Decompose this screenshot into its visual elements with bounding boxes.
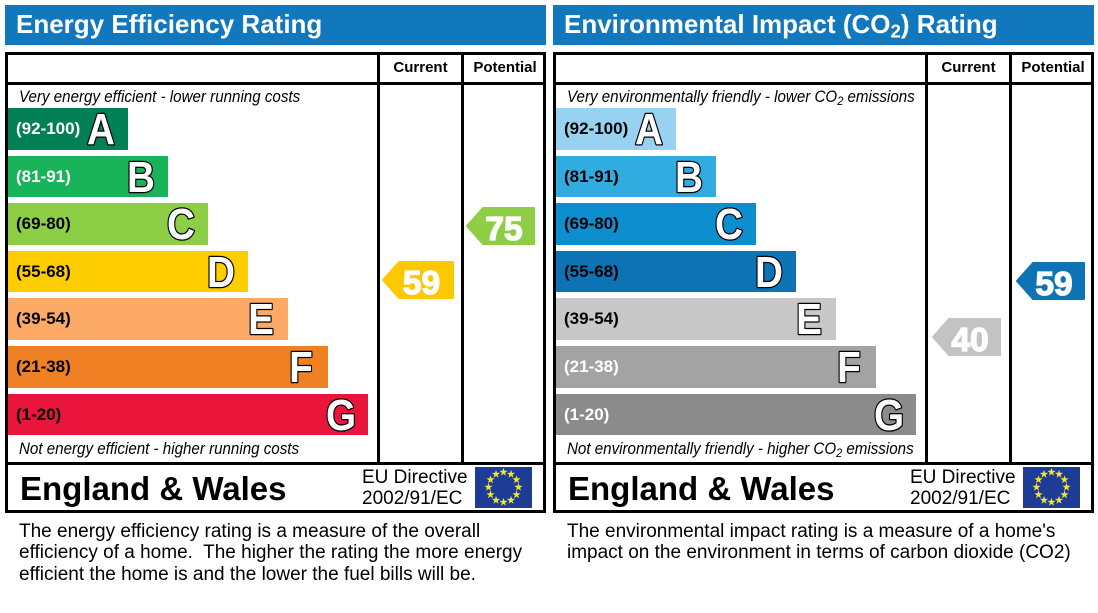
svg-text:A: A bbox=[87, 107, 115, 153]
svg-text:B: B bbox=[127, 155, 155, 201]
svg-text:C: C bbox=[167, 202, 195, 248]
svg-text:75: 75 bbox=[486, 211, 523, 245]
svg-text:F: F bbox=[289, 345, 313, 391]
svg-text:E: E bbox=[248, 297, 274, 343]
svg-text:59: 59 bbox=[403, 265, 440, 299]
svg-text:C: C bbox=[715, 202, 743, 248]
svg-text:40: 40 bbox=[951, 322, 988, 356]
svg-text:G: G bbox=[873, 393, 903, 439]
svg-text:D: D bbox=[755, 250, 783, 296]
svg-text:A: A bbox=[635, 107, 663, 153]
svg-text:B: B bbox=[675, 155, 703, 201]
svg-text:E: E bbox=[796, 297, 822, 343]
svg-text:59: 59 bbox=[1035, 266, 1072, 300]
svg-text:F: F bbox=[837, 345, 861, 391]
svg-text:D: D bbox=[207, 250, 235, 296]
svg-text:G: G bbox=[325, 393, 355, 439]
